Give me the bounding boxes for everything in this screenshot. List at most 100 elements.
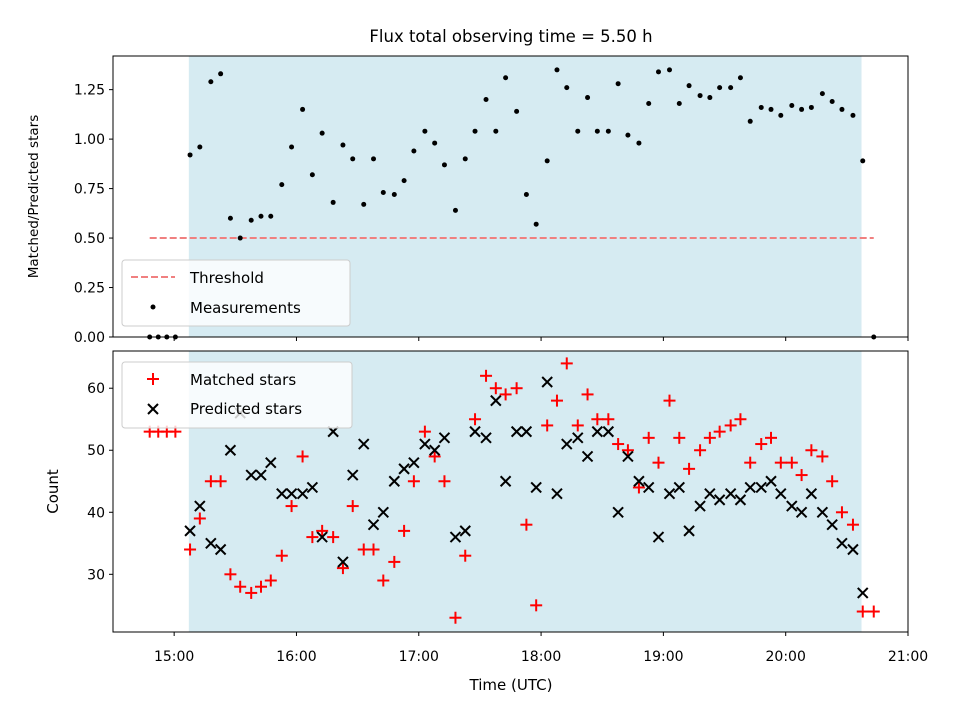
- predicted-star-point: [826, 518, 838, 531]
- predicted-star-point: [245, 469, 257, 481]
- x-tick-label: 21:00: [888, 649, 928, 665]
- predicted-star-point: [428, 444, 441, 456]
- matched-star-point: [621, 444, 634, 457]
- matched-star-point: [856, 605, 869, 618]
- measurement-point: [391, 192, 397, 198]
- legend-predicted-label: Predicted stars: [190, 400, 302, 418]
- predicted-star-point: [419, 438, 431, 450]
- measurement-point: [789, 102, 795, 108]
- top-y-tick-label: 1.00: [74, 132, 105, 148]
- measurement-point: [585, 95, 591, 101]
- predicted-star-point: [724, 487, 737, 500]
- matched-star-point: [459, 549, 472, 562]
- measurement-point: [472, 128, 478, 134]
- predicted-star-point: [438, 432, 451, 444]
- measurement-point: [411, 148, 417, 154]
- predicted-star-point: [683, 525, 695, 537]
- bottom-legend: Matched stars Predicted stars: [121, 361, 353, 429]
- predicted-star-point: [459, 525, 471, 537]
- predicted-star-point: [775, 487, 787, 500]
- measurement-point: [554, 67, 560, 73]
- predicted-star-point: [285, 487, 298, 500]
- measurement-point: [279, 182, 285, 188]
- matched-star-point: [734, 413, 747, 426]
- measurement-point: [625, 132, 631, 138]
- matched-star-point: [438, 475, 451, 488]
- top-axes-frame: [112, 55, 909, 338]
- measurement-point: [728, 85, 734, 91]
- x-tick-label: 19:00: [643, 649, 683, 665]
- measurement-point: [747, 118, 753, 124]
- matched-star-point: [327, 531, 340, 544]
- measurement-point: [758, 104, 764, 110]
- predicted-star-point: [643, 481, 655, 494]
- predicted-star-point: [499, 475, 512, 487]
- legend-threshold-label: Threshold: [189, 269, 264, 287]
- predicted-star-point: [408, 456, 420, 469]
- matched-star-point: [724, 419, 737, 432]
- x-tick-label: 20:00: [766, 649, 806, 665]
- measurement-point: [575, 128, 581, 134]
- measurement-point: [197, 144, 203, 150]
- top-y-ticks: 0.00 0.25 0.50 0.75 1.00 1.25: [74, 83, 113, 346]
- measurement-point: [717, 85, 723, 91]
- predicted-star-point: [265, 456, 277, 469]
- matched-star-point: [449, 611, 462, 624]
- matched-star-point: [530, 599, 543, 612]
- matched-star-point: [673, 431, 686, 444]
- predicted-star-point: [296, 487, 309, 500]
- legend-predicted-swatch: [147, 403, 159, 415]
- matched-star-point: [744, 456, 757, 469]
- matched-star-point: [795, 469, 808, 482]
- measurement-point: [300, 106, 306, 112]
- measurement-point: [227, 215, 233, 221]
- matched-star-point: [214, 475, 227, 488]
- matched-star-point: [407, 475, 420, 488]
- measurement-point: [248, 217, 254, 223]
- bottom-y-tick-label: 60: [87, 381, 105, 397]
- predicted-star-point: [530, 481, 542, 494]
- matched-star-point: [234, 580, 247, 593]
- matched-star-point: [264, 574, 277, 587]
- matched-star-point: [510, 382, 523, 395]
- matched-star-point: [480, 369, 493, 382]
- measurement-point: [330, 199, 336, 205]
- matched-star-point: [224, 568, 237, 581]
- predicted-star-point: [847, 543, 859, 556]
- predicted-star-point: [510, 425, 523, 438]
- measurement-point: [808, 104, 814, 110]
- measurement-point: [655, 69, 661, 75]
- matched-star-point: [254, 580, 267, 593]
- predicted-star-point: [795, 506, 808, 518]
- predicted-star-point: [612, 506, 624, 518]
- measurement-point: [503, 75, 509, 81]
- matched-star-point: [867, 605, 880, 618]
- measurement-point: [309, 172, 315, 178]
- matched-star-point: [336, 562, 349, 575]
- measurement-point: [289, 144, 295, 150]
- predicted-star-point: [337, 556, 349, 568]
- measurement-point: [778, 112, 784, 118]
- matched-stars-points: [143, 357, 880, 624]
- predicted-star-point: [836, 537, 848, 550]
- top-y-tick-label: 0.25: [74, 281, 105, 297]
- measurement-point: [850, 112, 856, 118]
- matched-star-point: [285, 500, 298, 513]
- top-legend-box: [121, 259, 351, 327]
- predicted-star-point: [205, 537, 217, 550]
- predicted-star-point: [449, 531, 462, 543]
- matched-star-point: [612, 438, 625, 451]
- predicted-star-point: [398, 463, 410, 475]
- measurement-point: [860, 158, 866, 164]
- matched-star-point: [316, 524, 329, 537]
- bottom-y-tick-label: 50: [87, 443, 105, 459]
- bottom-y-axis-label: Count: [44, 469, 62, 514]
- measurement-point: [768, 106, 774, 112]
- matched-star-point: [428, 450, 441, 463]
- measurement-point: [462, 156, 468, 162]
- matched-star-point: [184, 543, 197, 556]
- matched-star-point: [835, 506, 848, 519]
- bottom-y-tick-label: 30: [87, 567, 105, 583]
- measurement-point: [544, 158, 550, 164]
